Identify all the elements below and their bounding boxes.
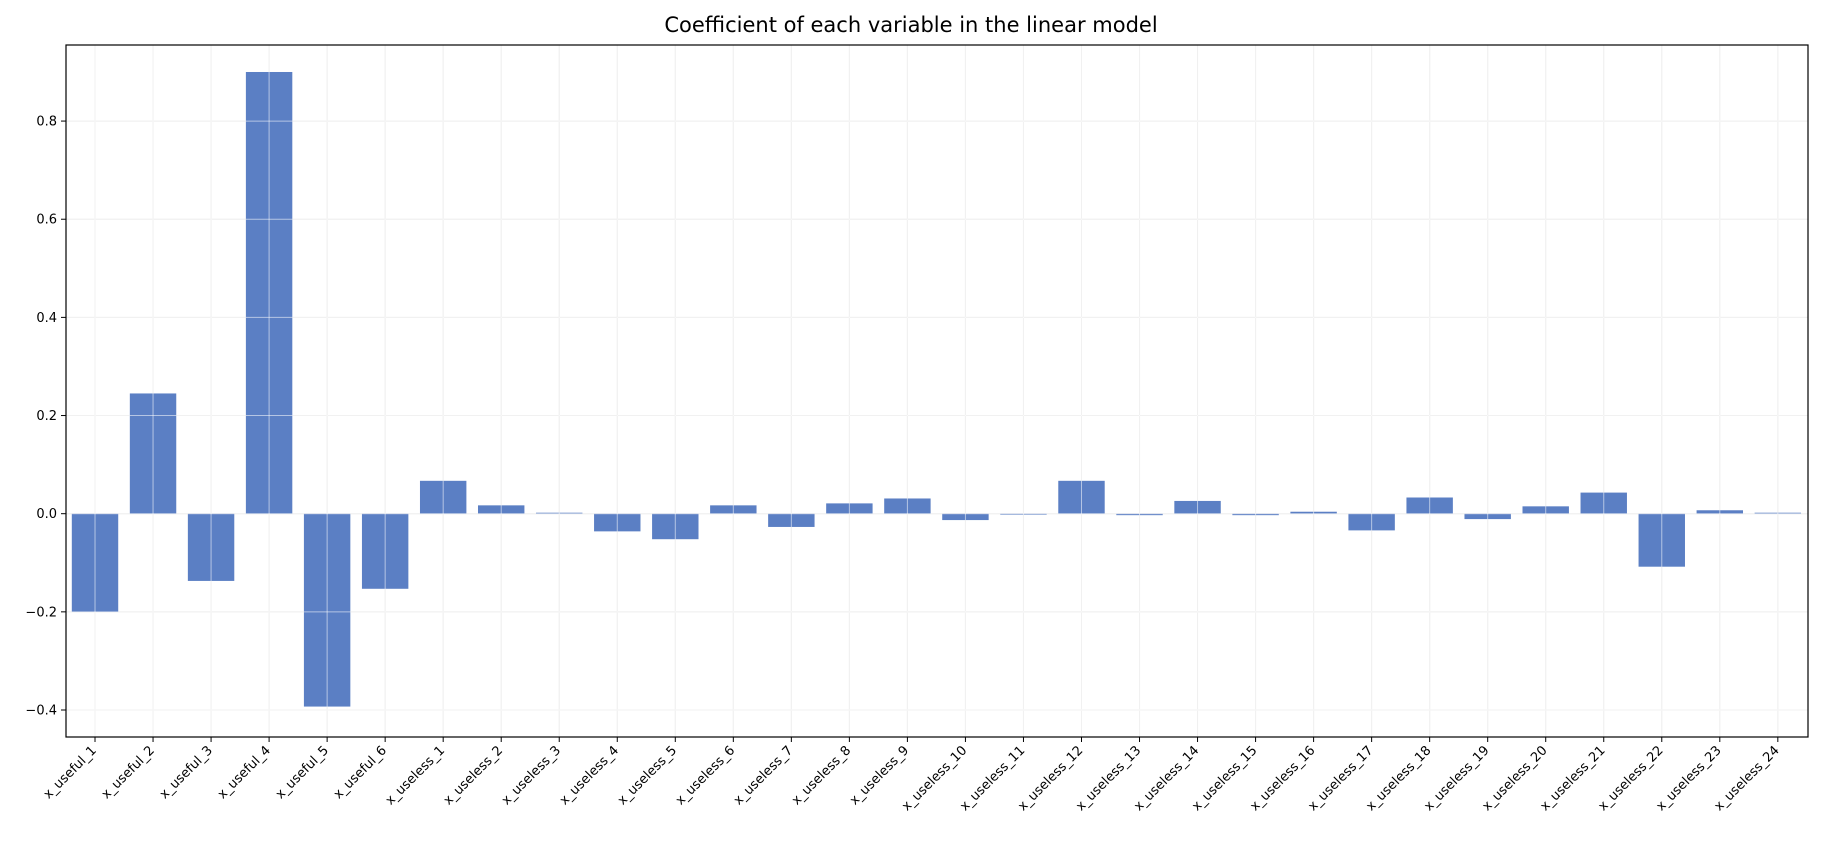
x-tick-label: x_useful_4 [215,743,274,802]
y-tick-label: 0.2 [36,409,57,424]
x-tick-label: x_useless_7 [731,743,796,808]
y-tick-label: 0.6 [36,213,57,228]
x-tick-label: x_useless_5 [615,743,680,808]
x-tick-label: x_useless_1 [383,743,448,808]
plot-frame [65,44,1809,738]
y-tick-label: 0.0 [36,507,57,522]
x-tick-label: x_useless_2 [441,743,506,808]
x-tick-label: x_useful_6 [331,743,390,802]
chart-title: Coefficient of each variable in the line… [664,13,1157,37]
x-tick-label: x_useful_5 [273,743,332,802]
x-tick-label: x_useless_9 [847,743,912,808]
x-tick-label: x_useful_2 [99,743,158,802]
y-tick-label: 0.8 [36,115,57,130]
x-tick-label: x_useful_3 [157,743,216,802]
x-axis: x_useful_1 x_useful_2 x_useful_3 x_useful_4… [41,737,1783,814]
x-tick-label: x_useless_6 [673,743,738,808]
x-tick-label: x_useless_3 [499,743,564,808]
y-tick-label: −0.4 [25,704,57,719]
x-tick-label: x_useless_4 [557,743,622,808]
y-tick-label: −0.2 [25,605,57,620]
x-tick-label: x_useful_1 [41,743,100,802]
overlay-grid-layer [66,45,1808,737]
x-tick-label: x_useless_8 [789,743,854,808]
y-tick-label: 0.4 [36,311,57,326]
y-axis: −0.4 −0.2 0.0 0.2 0.4 0.6 0.8 [25,115,66,719]
